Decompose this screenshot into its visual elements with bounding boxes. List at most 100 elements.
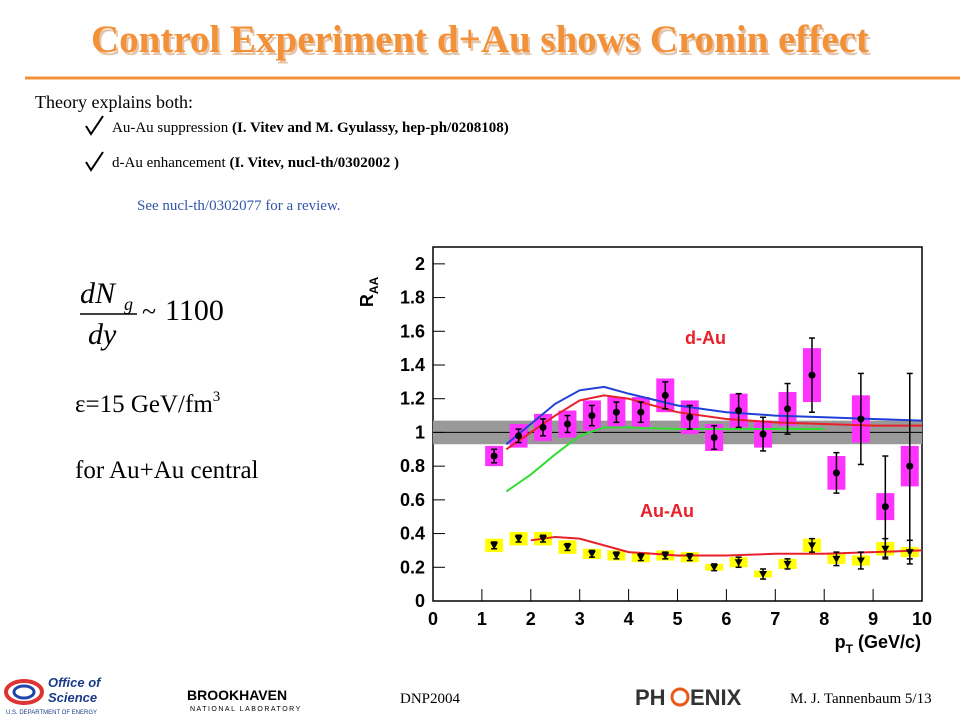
phenix-emblem (670, 687, 690, 707)
bullet-ref: (I. Vitev and M. Gyulassy, hep-ph/020810… (232, 120, 509, 136)
y-tick-label: 0 (415, 591, 425, 611)
y-tick-label: 1.4 (400, 355, 425, 375)
data-point (759, 571, 768, 579)
data-point (857, 415, 865, 423)
x-tick-label: 1 (477, 609, 487, 629)
data-point (636, 554, 645, 562)
data-point (515, 432, 523, 440)
data-point (490, 452, 498, 460)
data-point (490, 542, 499, 550)
x-tick-label: 10 (912, 609, 932, 629)
title: Control Experiment d+Au shows Cronin eff… (91, 18, 869, 61)
x-tick-label: 4 (624, 609, 634, 629)
data-point (563, 420, 571, 428)
x-label-main: p (835, 632, 846, 652)
check (85, 115, 104, 136)
doe-line: Office of (48, 675, 102, 690)
x-axis-label: pT (GeV/c) (835, 632, 921, 656)
x-tick-label: 7 (770, 609, 780, 629)
formula-num: dN (80, 277, 117, 310)
data-point (734, 559, 743, 567)
x-tick-label: 8 (819, 609, 829, 629)
series-label: Au-Au (640, 501, 694, 521)
data-point (807, 542, 816, 550)
review-note: See nucl-th/0302077 for a review. (137, 198, 341, 214)
phenix-right: ENIX (690, 685, 742, 710)
data-point (735, 407, 743, 415)
y-tick-label: 0.4 (400, 524, 425, 544)
data-point (783, 560, 792, 568)
data-point (612, 552, 621, 560)
x-label-unit: (GeV/c) (853, 632, 921, 652)
data-point (685, 554, 694, 562)
y-tick-label: 1.2 (400, 389, 425, 409)
x-label-sub: T (846, 642, 854, 656)
data-point (832, 555, 841, 563)
formula-den: dy (88, 318, 117, 351)
formula-value: 1100 (165, 294, 224, 327)
plot: 0 0.2 0.4 0.6 0.8 1 1.2 1.4 1.6 1.8 2 0 1 2 3 4 5 6 7 8 9 10 R… (357, 246, 932, 656)
x-tick-label: 2 (526, 609, 536, 629)
energy-density: ε=15 GeV/fm3 (75, 389, 220, 418)
title-shadow: Control Experiment d+Au shows Cronin eff… (93, 21, 871, 64)
data-point (759, 430, 767, 438)
y-tick-label: 0.2 (400, 557, 425, 577)
data-point (661, 552, 670, 560)
y-axis-label: RAA (357, 277, 381, 308)
data-point (881, 503, 889, 511)
y-tick-label: 0.6 (400, 490, 425, 510)
bnl-line: BROOKHAVEN (187, 687, 287, 703)
bullet: d-Au enhancement (I. Vitev, nucl-th/0302… (112, 155, 399, 171)
intro: Theory explains both: (35, 92, 193, 112)
theory-curve (505, 385, 923, 445)
x-tick-label: 0 (428, 609, 438, 629)
bullet-ref: (I. Vitev, nucl-th/0302002 ) (229, 155, 399, 171)
doe-line: Science (48, 690, 97, 705)
data-point (587, 550, 596, 558)
data-point (906, 462, 914, 470)
bullet: Au-Au suppression (I. Vitev and M. Gyula… (112, 120, 509, 136)
data-point (539, 535, 548, 543)
phenix-left: PH (635, 685, 666, 710)
data-point (661, 391, 669, 399)
data-point (784, 405, 792, 413)
data-point (612, 408, 620, 416)
formula-sub: g (124, 294, 133, 314)
y-tick-label: 0.8 (400, 456, 425, 476)
y-tick-label: 1.8 (400, 288, 425, 308)
y-tick-label: 1 (415, 422, 425, 442)
data-point (686, 413, 694, 421)
data-point (710, 433, 718, 441)
x-tick-label: 9 (868, 609, 878, 629)
formula-rel: ~ (142, 297, 156, 326)
theory-curve (505, 426, 825, 493)
conference: DNP2004 (400, 691, 461, 707)
y-label-main: R (357, 294, 377, 307)
data-point (710, 564, 719, 572)
y-tick-label: 2 (415, 254, 425, 274)
data-point (832, 469, 840, 477)
author: M. J. Tannenbaum 5/13 (790, 691, 932, 707)
y-label-sub: AA (367, 277, 381, 295)
x-tick-label: 6 (721, 609, 731, 629)
energy-text: ε=15 GeV/fm (75, 391, 213, 418)
x-tick-label: 3 (575, 609, 585, 629)
check (85, 151, 104, 172)
doe-logo-ring (4, 679, 44, 705)
x-tick-label: 5 (672, 609, 682, 629)
data-point (808, 371, 816, 379)
condition: for Au+Au central (75, 457, 259, 484)
data-point (588, 412, 596, 420)
bnl-line: NATIONAL LABORATORY (190, 706, 302, 713)
doe-line: U.S. DEPARTMENT OF ENERGY (6, 710, 97, 716)
data-point (881, 545, 890, 553)
data-point (905, 549, 914, 557)
bullet-text: d-Au enhancement (112, 155, 227, 171)
data-point (539, 423, 547, 431)
data-point (856, 557, 865, 565)
energy-sup: 3 (213, 389, 221, 405)
data-point (637, 408, 645, 416)
y-tick-label: 1.6 (400, 321, 425, 341)
